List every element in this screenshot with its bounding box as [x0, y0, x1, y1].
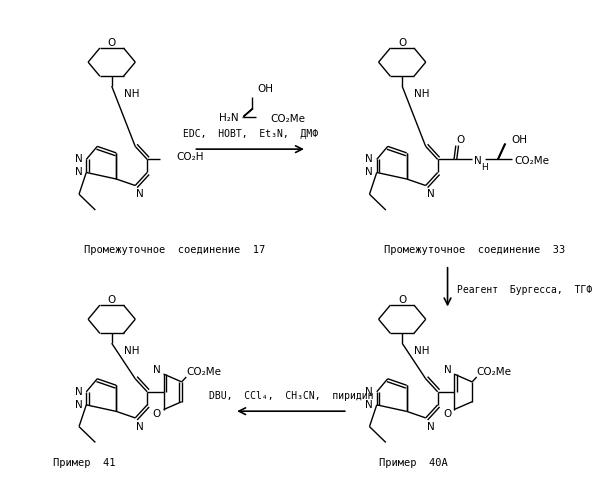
Text: Реагент  Бургесса,  ТГФ: Реагент Бургесса, ТГФ [457, 284, 592, 294]
Text: N: N [136, 190, 144, 200]
Text: N: N [75, 400, 83, 410]
Text: NH: NH [124, 89, 139, 99]
Text: O: O [443, 408, 451, 418]
Text: N: N [443, 365, 451, 375]
Text: N: N [474, 156, 482, 166]
Text: Пример  40А: Пример 40А [379, 458, 448, 468]
Text: O: O [108, 295, 116, 305]
Text: NH: NH [414, 89, 429, 99]
Text: O: O [457, 134, 465, 144]
Text: N: N [365, 387, 373, 397]
Text: OH: OH [257, 84, 273, 94]
Text: NH: NH [414, 346, 429, 356]
Text: CO₂Me: CO₂Me [477, 367, 512, 377]
Text: NH: NH [124, 346, 139, 356]
Text: DBU,  CCl₄,  CH₃CN,  пиридин: DBU, CCl₄, CH₃CN, пиридин [209, 392, 374, 402]
Text: CO₂Me: CO₂Me [270, 114, 306, 124]
Text: O: O [398, 38, 406, 48]
Text: Промежуточное  соединение  33: Промежуточное соединение 33 [384, 245, 565, 255]
Text: Промежуточное  соединение  17: Промежуточное соединение 17 [85, 245, 266, 255]
Text: O: O [398, 295, 406, 305]
Text: O: O [153, 408, 161, 418]
Text: N: N [365, 400, 373, 410]
Text: EDC,  HOBТ,  Et₃N,  ДМФ: EDC, HOBТ, Et₃N, ДМФ [183, 129, 318, 139]
Text: N: N [153, 365, 161, 375]
Text: N: N [75, 387, 83, 397]
Text: CO₂H: CO₂H [176, 152, 204, 162]
Text: CO₂Me: CO₂Me [186, 367, 221, 377]
Text: N: N [136, 422, 144, 432]
Text: OH: OH [511, 134, 527, 144]
Text: N: N [365, 168, 373, 177]
Text: N: N [365, 154, 373, 164]
Text: N: N [426, 422, 434, 432]
Text: N: N [426, 190, 434, 200]
Text: Пример  41: Пример 41 [53, 458, 115, 468]
Text: O: O [108, 38, 116, 48]
Text: N: N [75, 168, 83, 177]
Text: N: N [75, 154, 83, 164]
Text: H₂N: H₂N [219, 114, 239, 124]
Text: CO₂Me: CO₂Me [514, 156, 549, 166]
Text: H: H [481, 163, 488, 172]
